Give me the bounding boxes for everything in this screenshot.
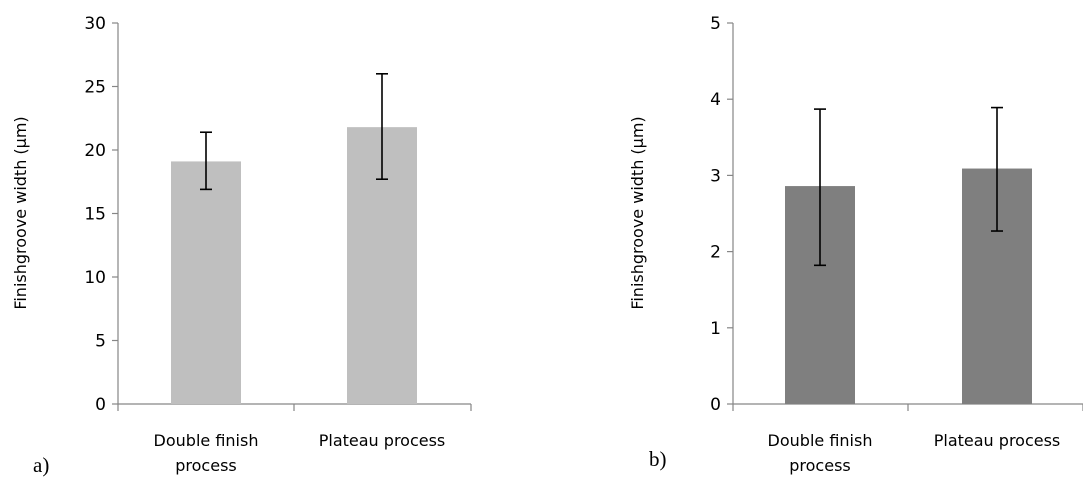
y-tick-label: 3 xyxy=(710,166,721,186)
y-axis-title: Finishgroove width (μm) xyxy=(11,116,30,309)
y-tick-label: 15 xyxy=(84,205,106,225)
x-category-label: Double finish xyxy=(154,431,259,450)
y-tick-label: 5 xyxy=(710,14,721,34)
y-tick-label: 25 xyxy=(84,78,106,98)
x-category-label: process xyxy=(175,456,236,475)
x-category-label: Plateau process xyxy=(934,431,1061,450)
y-tick-label: 5 xyxy=(95,332,106,352)
y-tick-label: 0 xyxy=(710,395,721,415)
y-axis-title: Finishgroove width (μm) xyxy=(628,116,647,309)
panel-label: b) xyxy=(649,447,667,471)
panel-label: a) xyxy=(33,453,49,477)
x-category-label: Plateau process xyxy=(319,431,446,450)
y-tick-label: 20 xyxy=(84,141,106,161)
y-tick-label: 10 xyxy=(84,268,106,288)
y-tick-label: 30 xyxy=(84,14,106,34)
chart-panel-b: 0 1 2 3 4 5 Double finish process Plateau proces… xyxy=(628,14,1083,475)
y-tick-label: 2 xyxy=(710,243,721,263)
bar xyxy=(171,161,241,404)
y-tick-label: 0 xyxy=(95,395,106,415)
chart-panel-a: 0 5 10 15 20 25 30 Double finish process Plateau … xyxy=(11,14,472,477)
y-tick-label: 1 xyxy=(710,319,721,339)
x-category-label: process xyxy=(789,456,850,475)
x-category-label: Double finish xyxy=(768,431,873,450)
y-tick-label: 4 xyxy=(710,90,721,110)
